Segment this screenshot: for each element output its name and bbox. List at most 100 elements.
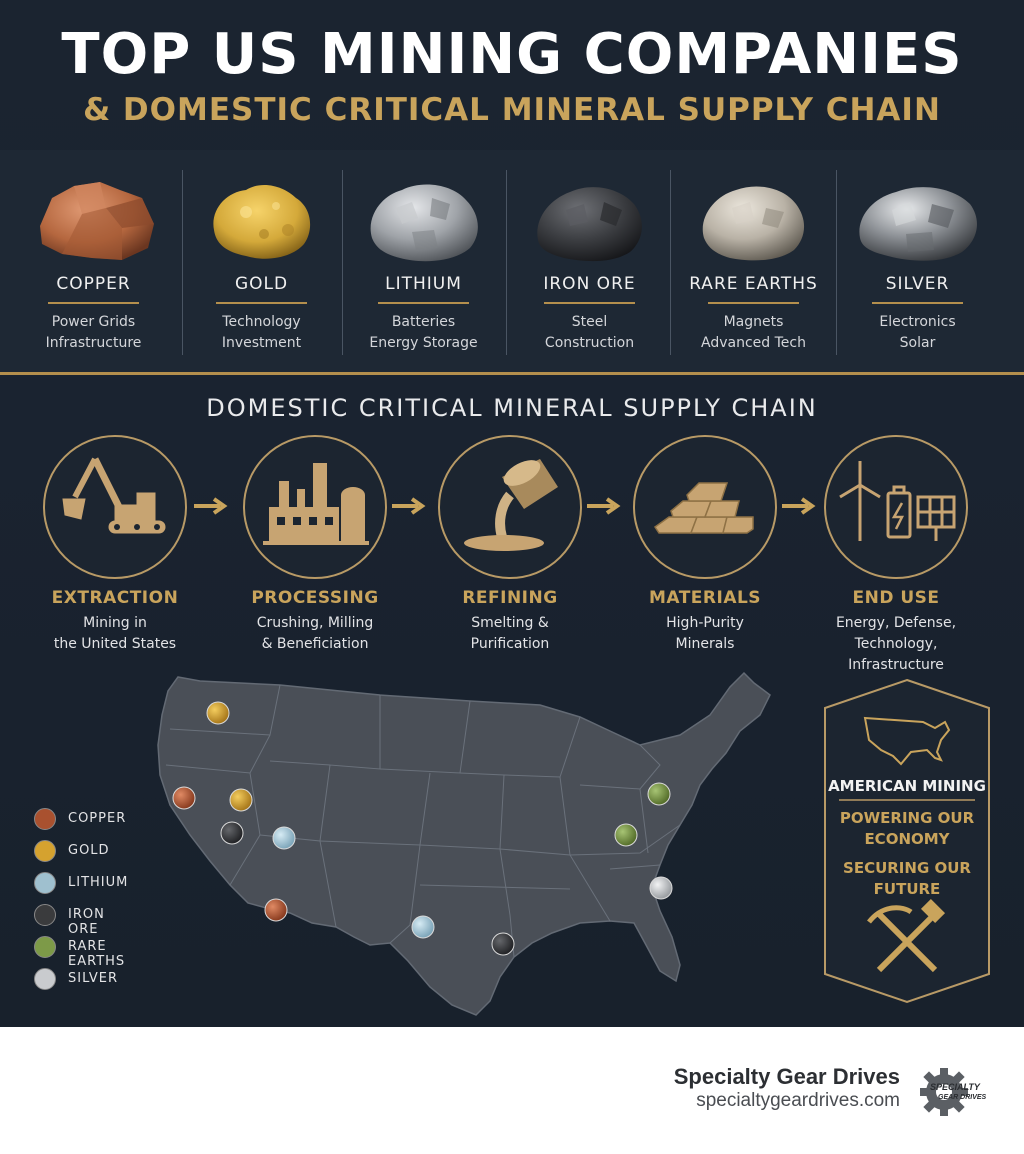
mineral-rule — [216, 302, 307, 304]
step-desc: Mining in the United States — [25, 613, 205, 655]
divider — [670, 170, 671, 355]
us-mainland-shape — [157, 671, 771, 1016]
mineral-name: COPPER — [56, 274, 131, 294]
rare-earths-rock-icon — [702, 186, 805, 261]
mineral-name: SILVER — [885, 274, 950, 294]
step-circle — [243, 435, 387, 579]
step-desc-2: & Beneficiation — [261, 636, 369, 652]
copper-marker-nv — [172, 786, 196, 810]
rare-earths-marker-wv — [647, 782, 671, 806]
iron-ore-rock-icon — [537, 187, 642, 262]
american-mining-badge — [824, 678, 990, 1004]
mineral-copper: COPPER Power Grids Infrastructure — [12, 150, 175, 372]
legend-dot — [34, 936, 56, 958]
step-desc-2: Purification — [470, 636, 550, 652]
main-subtitle: & DOMESTIC CRITICAL MINERAL SUPPLY CHAIN — [83, 92, 941, 128]
step-circle — [43, 435, 187, 579]
silver-rock-icon — [859, 187, 977, 261]
legend-dot — [34, 968, 56, 990]
mineral-name: IRON ORE — [543, 274, 636, 294]
mineral-rule — [708, 302, 799, 304]
arrow-right-icon — [587, 497, 621, 515]
mineral-desc: Magnets Advanced Tech — [672, 312, 835, 354]
mineral-use-2: Advanced Tech — [701, 335, 806, 351]
iron-ore-marker-ca — [220, 821, 244, 845]
badge-text-3: SECURING OUR — [843, 859, 971, 877]
iron-ore-marker-la — [491, 932, 515, 956]
copper-nugget-icon — [40, 182, 154, 260]
gold-nugget-icon — [213, 184, 311, 259]
mineral-name: RARE EARTHS — [689, 274, 818, 294]
mineral-rare-earths: RARE EARTHS Magnets Advanced Tech — [672, 150, 835, 372]
mineral-rule — [544, 302, 635, 304]
step-circle — [438, 435, 582, 579]
legend-dot — [34, 840, 56, 862]
factory-icon — [263, 463, 369, 545]
step-desc-1: Smelting & — [471, 615, 549, 631]
step-desc: High-Purity Minerals — [615, 613, 795, 655]
gear-logo-icon: SPECIALTY GEAR DRIVES — [920, 1068, 987, 1116]
mineral-use-2: Energy Storage — [369, 335, 478, 351]
legend-dot — [34, 904, 56, 926]
copper-marker-az — [264, 898, 288, 922]
mineral-desc: Technology Investment — [180, 312, 343, 354]
step-desc-1: Mining in — [83, 615, 147, 631]
step-circle — [824, 435, 968, 579]
silver-marker-nc — [649, 876, 673, 900]
legend-label: SILVER — [68, 971, 119, 986]
mineral-name: GOLD — [234, 274, 289, 294]
company-url[interactable]: specialtygeardrives.com — [696, 1090, 900, 1111]
excavator-icon — [62, 457, 166, 534]
logo-text-2: GEAR DRIVES — [938, 1094, 987, 1101]
step-desc: Crushing, Milling & Beneficiation — [225, 613, 405, 655]
company-name: Specialty Gear Drives — [673, 1064, 900, 1089]
step-circle — [633, 435, 777, 579]
legend-dot — [34, 872, 56, 894]
badge-line-securing: SECURING OUR FUTURE — [823, 858, 991, 900]
deposit-markers — [172, 701, 673, 956]
supply-chain-title: DOMESTIC CRITICAL MINERAL SUPPLY CHAIN — [206, 394, 818, 422]
legend-label: GOLD — [68, 843, 110, 858]
badge-text-4: FUTURE — [873, 880, 941, 898]
mineral-rule — [378, 302, 469, 304]
legend-dot — [34, 808, 56, 830]
mineral-use-1: Magnets — [723, 314, 784, 330]
mineral-rule — [872, 302, 963, 304]
step-desc-1: Energy, Defense, — [835, 615, 957, 631]
mineral-use-1: Steel — [571, 314, 608, 330]
mineral-use-2: Construction — [544, 335, 635, 351]
us-map — [157, 671, 771, 1016]
mineral-use-1: Power Grids — [51, 314, 136, 330]
gold-marker-nv — [229, 788, 253, 812]
step-desc-2: the United States — [53, 636, 177, 652]
logo-text-1: SPECIALTY — [930, 1082, 981, 1092]
mineral-lithium: LITHIUM Batteries Energy Storage — [342, 150, 505, 372]
mineral-desc: Steel Construction — [508, 312, 671, 354]
step-desc-2: Minerals — [675, 636, 735, 652]
arrow-right-icon — [782, 497, 816, 515]
step-desc-1: Crushing, Milling — [256, 615, 374, 631]
divider — [506, 170, 507, 355]
crucible-icon — [464, 459, 558, 551]
mineral-use-1: Batteries — [391, 314, 456, 330]
step-desc: Energy, Defense, Technology, Infrastruct… — [806, 613, 986, 676]
step-name: EXTRACTION — [51, 588, 179, 608]
mineral-iron-ore: IRON ORE Steel Construction — [508, 150, 671, 372]
step-name: MATERIALS — [648, 588, 762, 608]
mineral-use-1: Electronics — [879, 314, 956, 330]
badge-text-1: POWERING OUR — [839, 809, 975, 827]
lithium-marker-ut — [272, 826, 296, 850]
mineral-desc: Electronics Solar — [836, 312, 999, 354]
step-name: END USE — [852, 588, 940, 608]
legend-label: RARE EARTHS — [68, 939, 126, 969]
mineral-use-1: Technology — [222, 314, 301, 330]
mineral-gold: GOLD Technology Investment — [180, 150, 343, 372]
infographic-poster: TOP US MINING COMPANIES & DOMESTIC CRITI… — [0, 0, 1024, 1027]
legend-label: IRON ORE — [68, 907, 105, 937]
mineral-use-2: Solar — [899, 335, 936, 351]
rare-earths-marker-ky — [614, 823, 638, 847]
step-name: REFINING — [462, 588, 558, 608]
pickaxe-hammer-icon — [867, 898, 946, 973]
main-title: TOP US MINING COMPANIES — [61, 22, 963, 87]
section-divider — [0, 372, 1024, 375]
